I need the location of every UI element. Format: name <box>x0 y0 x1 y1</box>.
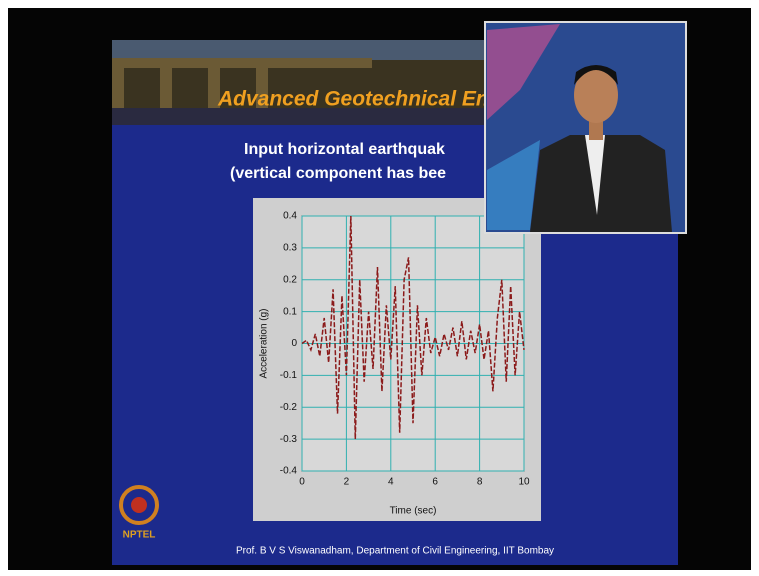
presenter-inset <box>485 22 686 233</box>
y-tick-label: -0.4 <box>280 466 298 477</box>
x-tick-label: 4 <box>388 477 394 488</box>
banner-title: Advanced Geotechnical Eng <box>217 88 502 111</box>
y-tick-label: 0.3 <box>283 243 297 254</box>
y-tick-label: 0.1 <box>283 306 297 317</box>
slide-line: Input horizontal earthquak <box>244 141 445 158</box>
x-tick-label: 2 <box>344 477 350 488</box>
x-tick-label: 6 <box>432 477 438 488</box>
slide-line: (vertical component has bee <box>230 165 446 182</box>
footer: Prof. B V S Viswanadham, Department of C… <box>236 546 554 557</box>
y-tick-label: 0 <box>291 338 297 349</box>
y-axis-label: Acceleration (g) <box>259 308 270 378</box>
x-tick-label: 0 <box>299 477 305 488</box>
logo-text: NPTEL <box>123 530 156 541</box>
x-tick-label: 10 <box>518 477 530 488</box>
x-axis-label: Time (sec) <box>390 506 437 517</box>
y-tick-label: -0.3 <box>280 434 298 445</box>
y-tick-label: 0.4 <box>283 211 297 222</box>
y-tick-label: 0.2 <box>283 274 297 285</box>
x-tick-label: 8 <box>477 477 483 488</box>
y-tick-label: -0.2 <box>280 402 298 413</box>
y-tick-label: -0.1 <box>280 370 298 381</box>
logo <box>131 497 147 513</box>
page: Advanced Geotechnical Eng Input horizont… <box>0 0 759 576</box>
